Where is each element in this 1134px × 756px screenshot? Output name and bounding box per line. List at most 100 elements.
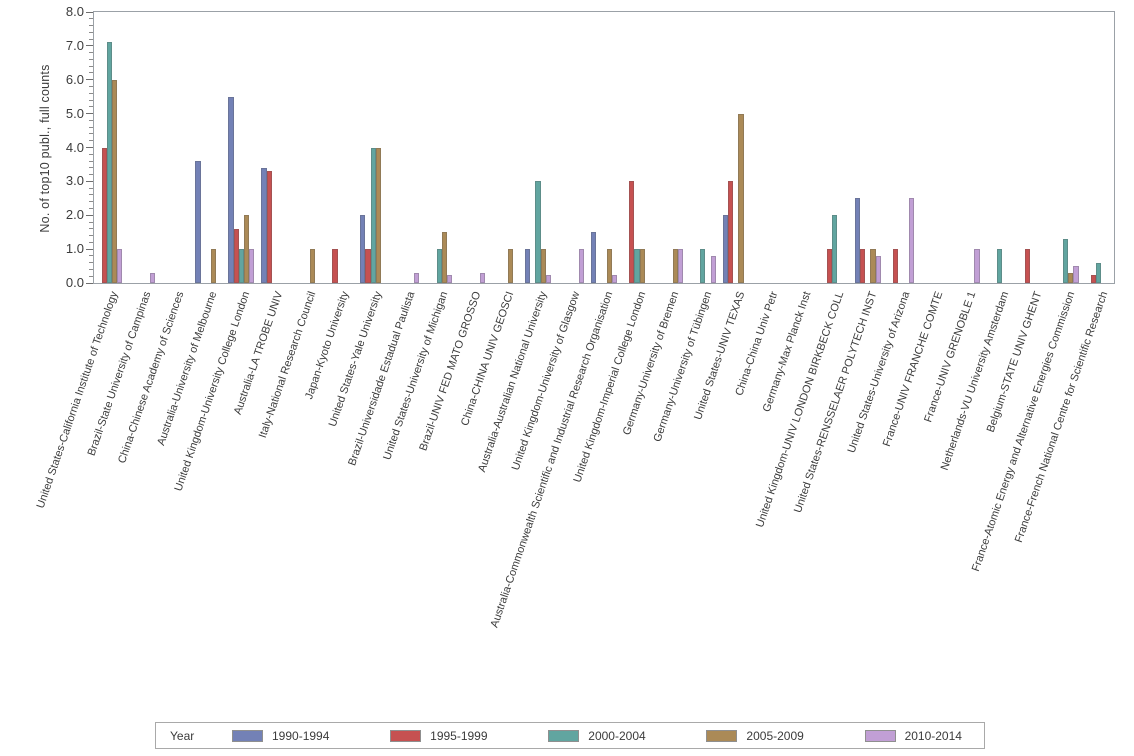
x-axis-label: China-Chinese Academy of Sciences [116,290,187,466]
bar [249,249,255,283]
x-axis-label: Japan-Kyoto University [303,290,352,401]
bar [360,215,366,283]
bar [826,249,833,283]
bar [1024,249,1030,283]
y-minor-tick-mark [89,241,93,243]
bar [639,249,645,283]
x-axis-label: France-French National Centre for Scient… [1012,290,1110,545]
y-tick-label: 5.0 [65,105,84,121]
y-minor-tick-mark [89,275,93,277]
x-axis-label: United States-RENSSELAER POLYTECH INST [791,290,880,515]
x-axis-label: Australia-LA TROBE UNIV [232,290,286,417]
bar [525,249,531,283]
x-axis-label: Germany-University of Bremen [620,290,682,437]
bar [309,249,316,283]
y-tick-mark [86,147,93,148]
x-axis-label: China-China Univ Petr [733,290,781,398]
bar [436,249,442,283]
legend-item-label: 1990-1994 [272,728,330,743]
bar [611,274,617,283]
bar [210,249,217,283]
bar [535,181,541,283]
bar [700,249,706,283]
y-tick-label: 7.0 [65,37,84,53]
bar [101,147,107,283]
bar [591,232,597,283]
y-minor-tick-mark [89,140,93,142]
bar [106,42,113,283]
y-minor-tick-mark [89,126,93,128]
y-minor-tick-mark [89,153,93,155]
bar [243,215,250,283]
bar [545,274,552,283]
y-tick-label: 0.0 [65,275,84,290]
x-axis-label: United Kingdom-University College London [172,290,253,493]
legend-item-label: 1995-1999 [430,728,488,743]
x-axis-label: United Kingdom-UNIV LONDON BIRKBECK COLL [753,290,847,530]
y-minor-tick-mark [89,268,93,270]
legend-item-label: 2010-2014 [904,728,962,743]
bar [413,272,420,283]
bar [228,96,234,283]
y-tick-label: 2.0 [65,207,84,223]
bar [710,255,716,283]
x-axis-label: Belgium-STATE UNIV GHENT [984,290,1044,434]
y-tick-mark [86,113,93,115]
legend-title: Year [170,728,195,743]
legend-items: 1990-1994 1995-1999 2000-2004 2005-2009 2010… [232,729,984,743]
y-minor-tick-mark [89,187,93,189]
bar [832,215,838,283]
bar [722,215,729,283]
bar [332,249,338,283]
y-tick-mark [86,45,93,47]
bar [150,272,156,283]
bar [875,255,881,283]
x-axis-label: Australia-University of Melbourne [155,290,220,448]
x-axis-label: United States-Yale University [326,290,385,429]
y-minor-tick-mark [89,228,93,230]
y-minor-tick-mark [89,221,93,223]
bar [859,249,866,283]
y-tick-mark [86,282,93,284]
bar [479,272,486,283]
x-axis-label: United States-University of Arizona [845,290,913,455]
bar [507,249,513,283]
x-axis-label: Netherlands-VU University Amsterdam [938,290,1011,472]
bar [1090,274,1096,283]
legend-item: 1995-1999 [390,728,488,743]
y-tick-label: 1.0 [65,241,84,257]
y-minor-tick-mark [89,31,93,33]
bar [370,147,376,283]
x-axis-label: France-Atomic Energy and Alternative Ene… [969,290,1077,574]
y-minor-tick-mark [89,174,93,176]
bar [728,181,734,283]
bar [908,198,914,283]
bar [677,249,683,283]
y-minor-tick-mark [89,86,93,88]
bar [854,198,860,283]
x-axis-label: United Kingdom-University of Glasgow [509,290,583,472]
x-axis-label: Australia-Commonwealth Scientific and In… [488,290,616,630]
y-tick-label: 6.0 [65,71,84,87]
y-minor-tick-mark [89,72,93,74]
x-axis-label: Germany-University of Tübingen [651,290,715,444]
legend-item: 2010-2014 [864,728,962,743]
legend-swatch [390,729,422,742]
y-tick-mark [86,248,93,250]
y-minor-tick-mark [89,255,93,257]
bar [261,167,267,283]
y-minor-tick-mark [89,99,93,101]
y-minor-tick-mark [89,65,93,67]
x-axis-label: Brazil-UNIV FED MATO GROSSO [417,290,484,453]
bar [1095,262,1102,283]
y-minor-tick-mark [89,201,93,203]
legend-swatch [232,729,263,742]
bar [974,249,980,283]
legend-item: 2005-2009 [706,729,804,743]
legend-swatch [548,729,580,742]
x-axis-label: Australia-Australian National University [476,290,550,474]
bar [578,249,585,283]
x-axis-label: France-UNIV GRENOBLE 1 [921,290,978,424]
y-minor-tick-mark [89,52,93,54]
